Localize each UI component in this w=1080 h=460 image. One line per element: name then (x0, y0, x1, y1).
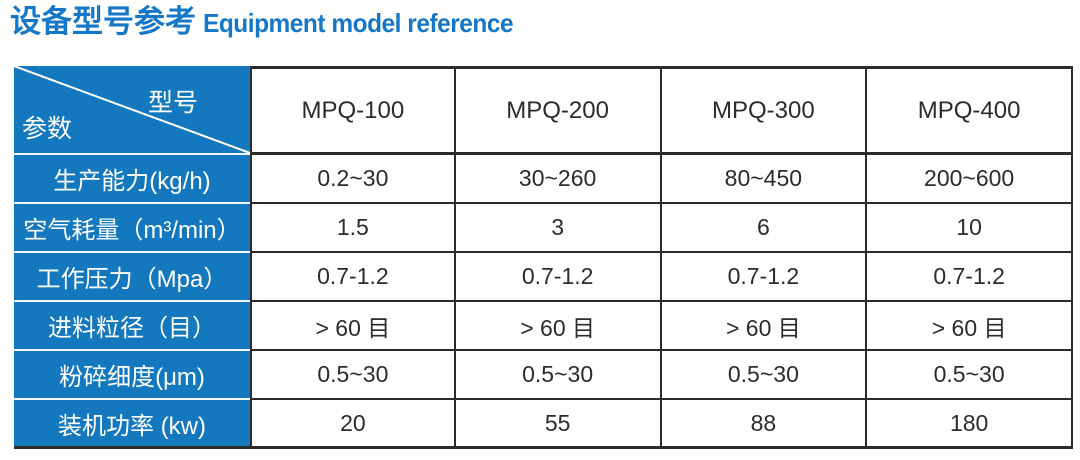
page-title-en: Equipment model reference (203, 8, 514, 39)
table-cell: 0.5~30 (250, 351, 456, 400)
table-cell: 0.7-1.2 (455, 253, 662, 302)
row-label-production-capacity: 生产能力(kg/h) (14, 155, 250, 204)
table-cell: 20 (250, 400, 456, 449)
col-header-mpq-400: MPQ-400 (867, 66, 1073, 155)
table-cell: 0.5~30 (867, 351, 1073, 400)
table-cell: 0.5~30 (661, 351, 868, 400)
table-cell: 88 (661, 400, 868, 449)
table-cell: 200~600 (867, 155, 1073, 204)
diagonal-line (14, 66, 250, 153)
table-cell: 180 (867, 400, 1073, 449)
table-cell: 55 (455, 400, 662, 449)
spec-table: 型号 参数 MPQ-100 MPQ-200 MPQ-300 MPQ-400 生产… (14, 66, 1073, 449)
corner-header-cell: 型号 参数 (14, 66, 250, 155)
table-cell: > 60 目 (250, 302, 456, 351)
corner-model-label: 型号 (147, 89, 198, 117)
table-cell: 10 (867, 204, 1073, 253)
page-title: 设备型号参考 Equipment model reference (10, 4, 533, 40)
table-cell: 30~260 (455, 155, 662, 204)
col-header-mpq-300: MPQ-300 (661, 66, 868, 155)
table-cell: > 60 目 (455, 302, 662, 351)
table-cell: 0.7-1.2 (867, 253, 1073, 302)
col-header-mpq-100: MPQ-100 (250, 66, 456, 155)
row-label-feed-particle-size: 进料粒径（目） (14, 302, 250, 351)
table-cell: 0.5~30 (455, 351, 662, 400)
row-label-air-consumption: 空气耗量（m³/min） (14, 204, 250, 253)
table-cell: 80~450 (661, 155, 868, 204)
row-label-installed-power: 装机功率 (kw) (14, 400, 250, 449)
corner-param-label: 参数 (22, 115, 73, 143)
page-title-zh: 设备型号参考 (10, 4, 196, 39)
table-cell: 6 (661, 204, 868, 253)
table-cell: 0.2~30 (250, 155, 456, 204)
table-cell: 1.5 (250, 204, 456, 253)
col-header-mpq-200: MPQ-200 (455, 66, 662, 155)
table-cell: > 60 目 (661, 302, 868, 351)
table-cell: > 60 目 (867, 302, 1073, 351)
row-label-working-pressure: 工作压力（Mpa） (14, 253, 250, 302)
table-cell: 0.7-1.2 (661, 253, 868, 302)
table-cell: 3 (455, 204, 662, 253)
table-cell: 0.7-1.2 (250, 253, 456, 302)
row-label-crushing-fineness: 粉碎细度(μm) (14, 351, 250, 400)
